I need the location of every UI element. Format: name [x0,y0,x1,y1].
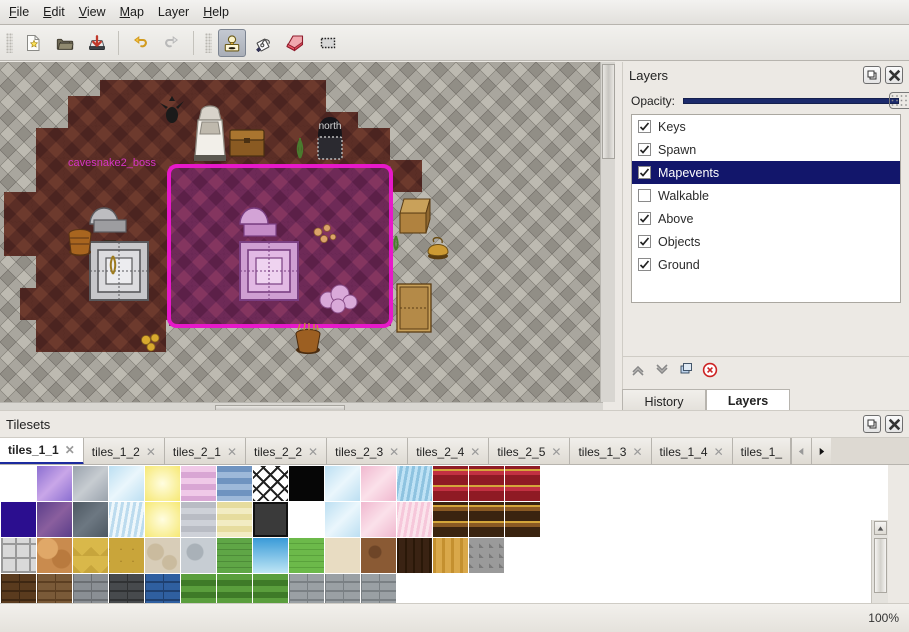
svg-text:cavesnake2_boss: cavesnake2_boss [68,157,157,169]
svg-text:north: north [319,121,342,132]
